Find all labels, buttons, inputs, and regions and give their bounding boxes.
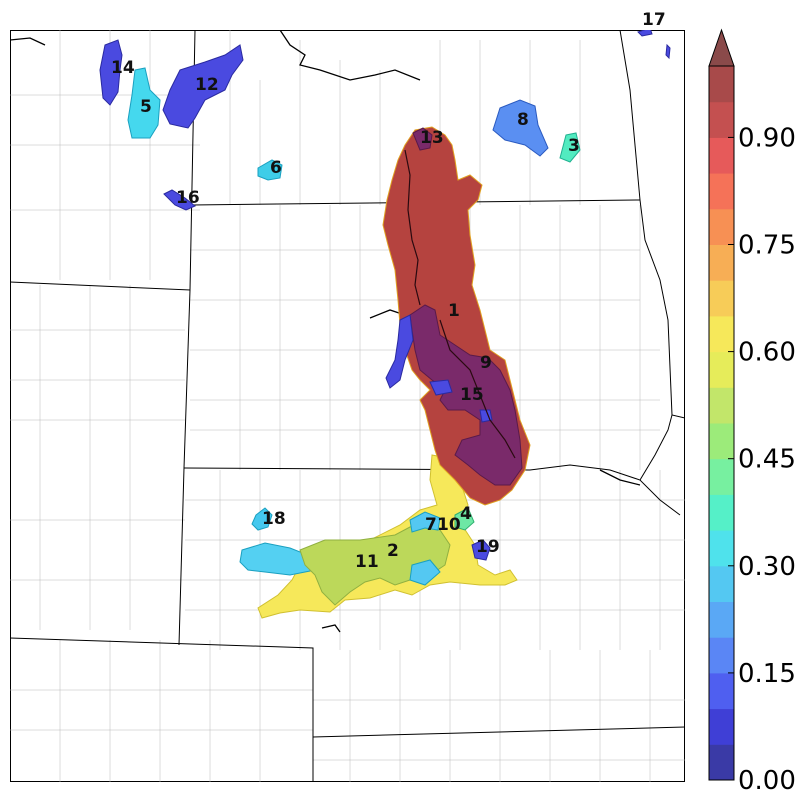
colorbar-tick-label: 0.60 — [738, 338, 796, 368]
region-19-shape — [471, 539, 491, 561]
colorbar-segment — [709, 244, 734, 281]
region-label-7: 7 — [425, 515, 437, 535]
colorbar-tick-label: 0.75 — [738, 231, 796, 261]
region-label-3: 3 — [568, 136, 580, 156]
colorbar-segment — [709, 494, 734, 531]
region-13-shape — [412, 127, 433, 151]
state-boundaries — [10, 30, 685, 782]
region-5-shape — [127, 67, 161, 139]
colorbar-segment — [709, 530, 734, 567]
region-label-1: 1 — [448, 301, 460, 321]
colorbar-segment — [709, 565, 734, 602]
region-12-shape — [162, 44, 244, 129]
region-label-8: 8 — [517, 110, 529, 130]
colorbar-segment — [709, 137, 734, 174]
colorbar-segment — [709, 173, 734, 210]
colorbar-segment — [709, 423, 734, 460]
region-14-shape — [99, 39, 123, 106]
region-label-5: 5 — [140, 97, 152, 117]
colorbar-segment — [709, 708, 734, 745]
region-6-shape — [257, 159, 283, 181]
region-3-shape — [559, 132, 581, 163]
region-label-9: 9 — [480, 353, 492, 373]
region-1-west-blue-shape — [385, 314, 414, 389]
region-label-2: 2 — [387, 541, 399, 561]
colorbar-outline — [708, 65, 735, 781]
region-label-18: 18 — [262, 509, 286, 529]
region-label-14: 14 — [111, 58, 135, 78]
probability-regions — [99, 30, 671, 619]
region-label-17-outside: 17 — [642, 10, 666, 30]
region-label-15: 15 — [460, 385, 484, 405]
colorbar-segment — [709, 66, 734, 103]
colorbar-tick-label: 0.90 — [738, 123, 796, 153]
region-label-13: 13 — [420, 128, 444, 148]
region-label-4: 4 — [460, 504, 472, 524]
colorbar-segment — [709, 208, 734, 245]
region-8-shape — [492, 99, 549, 157]
colorbar-segment — [709, 351, 734, 388]
region-17-shape — [637, 30, 671, 60]
county-grid — [10, 30, 685, 782]
colorbar-tick-label: 0.30 — [738, 552, 796, 582]
colorbar-segment — [709, 744, 734, 781]
colorbar-segment — [709, 315, 734, 353]
region-7-cyan-shape — [409, 511, 441, 586]
region-18-shape — [251, 507, 273, 531]
region-label-16: 16 — [176, 188, 200, 208]
colorbar-tick-label: 0.00 — [738, 766, 796, 796]
colorbar-segment — [709, 601, 734, 638]
region-label-6: 6 — [270, 158, 282, 178]
colorbar-extend-triangle — [708, 28, 735, 67]
river-inside-region-1 — [404, 149, 516, 459]
colorbar-segment — [709, 672, 734, 710]
region-label-19: 19 — [476, 537, 500, 557]
region-4-shape — [454, 507, 475, 531]
region-label-10: 10 — [437, 515, 461, 535]
colorbar-segment — [709, 458, 734, 495]
region-label-12: 12 — [195, 75, 219, 95]
region-labels: 1 2 3 4 5 6 7 8 9 10 11 12 13 14 15 16 1… — [111, 58, 580, 572]
colorbar-segment — [709, 637, 734, 674]
colorbar-segment — [709, 280, 734, 317]
colorbar: 0.00 0.15 0.30 0.45 0.60 0.75 0.90 — [708, 28, 796, 796]
colorbar-segment — [709, 387, 734, 424]
region-label-11: 11 — [355, 552, 379, 572]
region-1-blue-patch-shape — [429, 379, 493, 423]
region-16-shape — [163, 189, 196, 211]
colorbar-tick-label: 0.45 — [738, 445, 796, 475]
colorbar-tick-label: 0.15 — [738, 659, 796, 689]
colorbar-segment — [709, 101, 734, 138]
